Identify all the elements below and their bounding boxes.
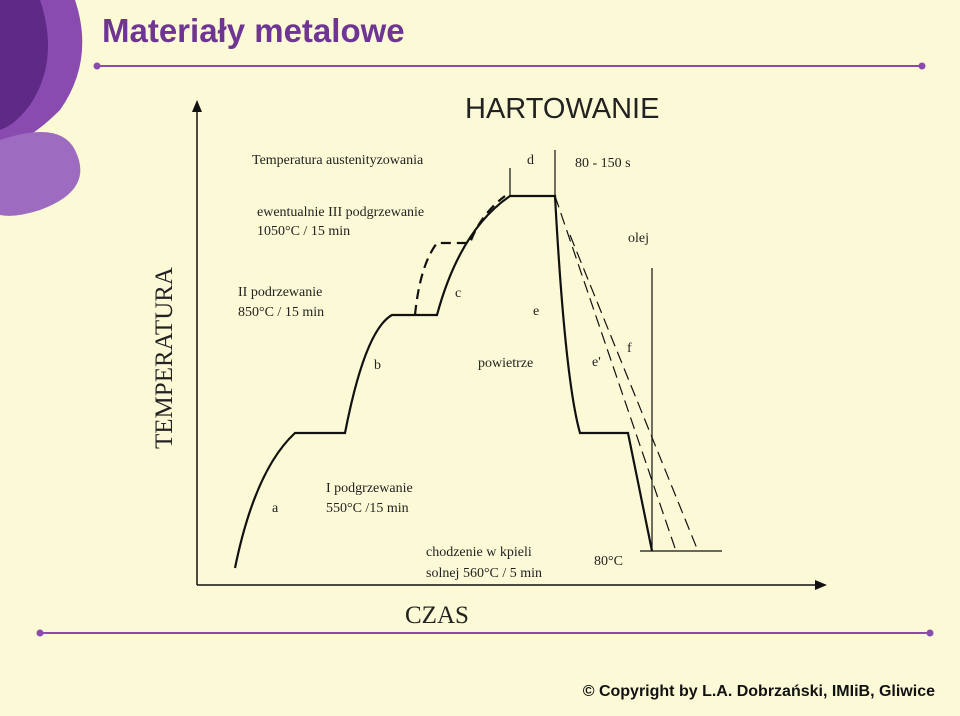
label: d bbox=[527, 153, 534, 168]
y-axis-label: TEMPERATURA bbox=[151, 267, 178, 449]
arrow bbox=[192, 100, 202, 112]
label: 850°C / 15 min bbox=[238, 305, 324, 320]
heading: HARTOWANIE bbox=[465, 93, 659, 125]
label: 80°C bbox=[594, 554, 623, 569]
copyright: © Copyright by L.A. Dobrzański, IMIiB, G… bbox=[583, 683, 935, 700]
x-axis-label: CZAS bbox=[405, 602, 469, 629]
label: b bbox=[374, 358, 381, 373]
dot bbox=[93, 62, 101, 70]
curve-dashed bbox=[413, 195, 506, 316]
label: ewentualnie III podgrzewanie bbox=[257, 205, 424, 220]
label: Temperatura austenityzowania bbox=[252, 153, 424, 168]
arrow bbox=[815, 580, 827, 590]
label: c bbox=[455, 286, 461, 301]
curve bbox=[233, 194, 654, 569]
curve-dashed bbox=[554, 195, 699, 552]
label: olej bbox=[628, 231, 649, 246]
title: Materiały metalowe bbox=[102, 12, 405, 49]
label: 80 - 150 s bbox=[575, 156, 631, 171]
label: I podgrzewanie bbox=[326, 481, 413, 496]
label: 1050°C / 15 min bbox=[257, 224, 350, 239]
dot bbox=[918, 62, 926, 70]
label: powietrze bbox=[478, 356, 533, 371]
label: solnej 560°C / 5 min bbox=[426, 566, 542, 581]
label: chodzenie w kpieli bbox=[426, 545, 532, 560]
label: e' bbox=[592, 355, 601, 370]
decoration bbox=[0, 132, 81, 216]
label: f bbox=[627, 341, 632, 356]
dot bbox=[926, 629, 934, 637]
label: 550°C /15 min bbox=[326, 501, 409, 516]
dot bbox=[36, 629, 44, 637]
label: e bbox=[533, 304, 539, 319]
label: II podrzewanie bbox=[238, 285, 322, 300]
decoration bbox=[0, 0, 48, 130]
label: a bbox=[272, 501, 279, 516]
